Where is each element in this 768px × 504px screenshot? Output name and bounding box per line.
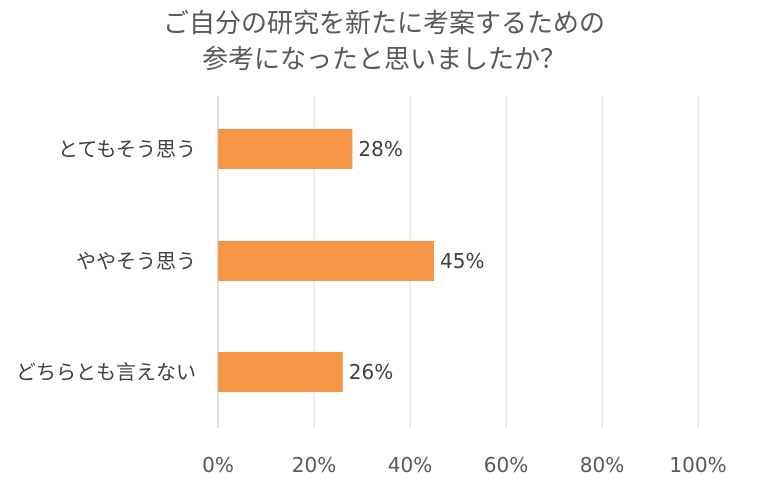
data-label-1: 45% (440, 249, 484, 273)
data-label-0: 28% (358, 137, 402, 161)
category-label-2: どちらとも言えない (16, 360, 196, 384)
chart-title: ご自分の研究を新たに考案するための 参考になったと思いましたか？ (0, 6, 768, 78)
bar-2 (218, 352, 343, 392)
x-tick-label-0: 0% (202, 453, 234, 477)
bar-0 (218, 129, 353, 169)
chart-title-line-1: ご自分の研究を新たに考案するための (162, 9, 605, 39)
data-label-2: 26% (349, 360, 393, 384)
labels: 0% 20% 40% 60% 80% 100% とてもそう思う 28% ややそう思う 45% どちら… (16, 137, 727, 477)
x-tick-label-40: 40% (388, 453, 432, 477)
bars (218, 129, 434, 392)
x-tick-label-80: 80% (580, 453, 624, 477)
category-label-1: ややそう思う (76, 249, 196, 273)
x-tick-label-60: 60% (484, 453, 528, 477)
chart-title-line-2: 参考になったと思いましたか？ (201, 45, 566, 75)
x-tick-label-100: 100% (669, 453, 726, 477)
category-label-0: とてもそう思う (58, 137, 196, 161)
x-tick-label-20: 20% (292, 453, 336, 477)
bar-1 (218, 241, 434, 281)
